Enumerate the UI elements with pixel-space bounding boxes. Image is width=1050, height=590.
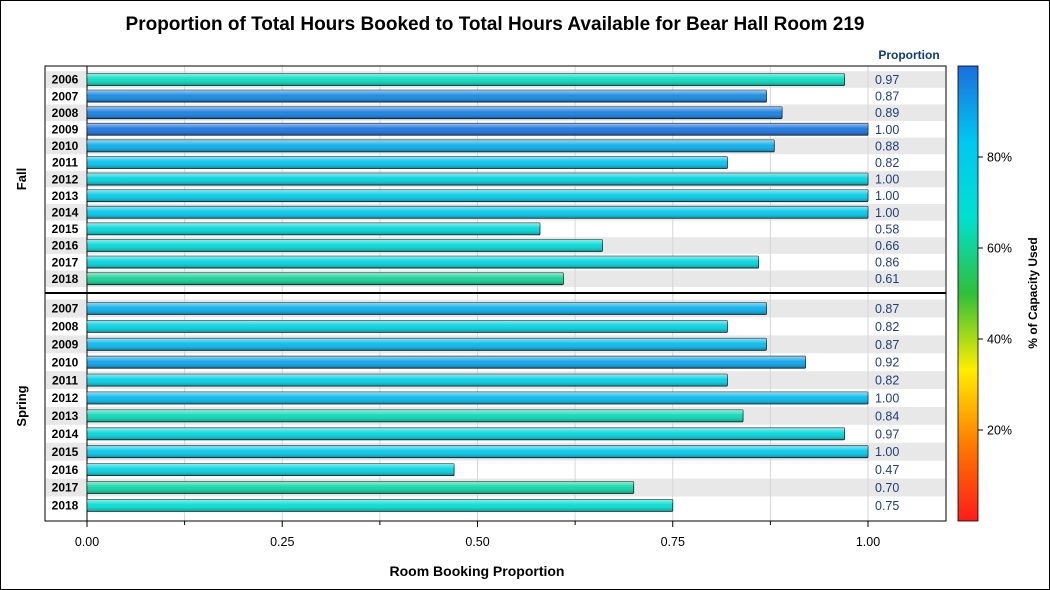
bar-shading (87, 222, 540, 235)
panel-title: Fall (14, 168, 29, 190)
bar-shading (87, 156, 728, 169)
value-label: 0.89 (875, 106, 899, 120)
bar-shading (87, 256, 759, 269)
bar-shading (87, 272, 564, 285)
year-tick-label: 2017 (52, 481, 79, 495)
x-tick-label: 0.25 (270, 535, 294, 549)
x-tick-label: 0.75 (661, 535, 685, 549)
year-tick-label: 2011 (52, 373, 78, 387)
year-tick-label: 2015 (52, 222, 79, 236)
value-label: 0.61 (875, 272, 899, 286)
value-label: 0.87 (875, 90, 899, 104)
value-label: 0.82 (875, 156, 899, 170)
bar-shading (87, 206, 868, 219)
year-tick-label: 2008 (52, 320, 79, 334)
bar-shading (87, 499, 673, 512)
bar-shading (87, 106, 783, 119)
bar-shading (87, 139, 775, 152)
year-tick-label: 2015 (52, 445, 79, 459)
colorbar-legend: 20% 40% 60% 80% % of Capacity Used (957, 65, 1040, 522)
value-label: 1.00 (875, 173, 899, 187)
bar-shading (87, 239, 603, 252)
bar-shading (87, 189, 868, 202)
x-tick-label: 0.00 (75, 535, 99, 549)
x-axis: 0.00 0.25 0.50 0.75 1.00 (75, 521, 880, 549)
bar-shading (87, 427, 845, 440)
value-label: 0.82 (875, 374, 899, 388)
bar-shading (87, 73, 845, 86)
value-label: 0.97 (875, 427, 899, 441)
value-label: 0.87 (875, 302, 899, 316)
year-tick-label: 2008 (52, 106, 79, 120)
year-tick-label: 2013 (52, 189, 79, 203)
value-label: 0.58 (875, 222, 899, 236)
colorbar-ticks: 20% 40% 60% 80% (978, 151, 1012, 438)
value-label: 0.86 (875, 256, 899, 270)
panel-titles: Fall Spring (14, 168, 29, 427)
value-label: 0.70 (875, 481, 899, 495)
value-label: 1.00 (875, 123, 899, 137)
value-label: 0.47 (875, 463, 899, 477)
value-label: 0.87 (875, 338, 899, 352)
bar-shading (87, 463, 455, 476)
year-tick-label: 2009 (52, 123, 79, 137)
bars (86, 73, 869, 512)
year-tick-label: 2018 (52, 499, 79, 513)
year-tick-label: 2007 (52, 302, 79, 316)
year-tick-label: 2010 (52, 355, 79, 369)
bar-shading (87, 409, 744, 422)
x-axis-title: Room Booking Proportion (390, 563, 565, 579)
year-tick-label: 2006 (52, 73, 79, 87)
year-tick-label: 2018 (52, 272, 79, 286)
bar-shading (87, 356, 806, 369)
bar-shading (87, 445, 868, 458)
row-labels: 2006 0.97 2007 0.87 2008 0.89 2009 1.00 2010 0.88… (52, 73, 900, 513)
value-label: 1.00 (875, 392, 899, 406)
colorbar-tick-label: 80% (987, 151, 1012, 165)
year-tick-label: 2013 (52, 409, 79, 423)
value-label: 0.92 (875, 356, 899, 370)
bar-shading (87, 338, 767, 351)
panel-title: Spring (14, 385, 29, 426)
bar-shading (87, 392, 868, 404)
bar-shading (87, 302, 767, 315)
value-label: 0.88 (875, 139, 899, 153)
colorbar-tick-label: 40% (987, 333, 1012, 347)
bar-shading (87, 481, 634, 494)
value-label: 0.84 (875, 409, 899, 423)
x-tick-label: 1.00 (856, 535, 880, 549)
bar-shading (87, 320, 728, 333)
colorbar-tick-label: 60% (987, 242, 1012, 256)
value-column-header: Proportion (878, 48, 939, 62)
bar-shading (87, 90, 767, 103)
year-tick-label: 2012 (52, 391, 79, 405)
value-label: 0.82 (875, 320, 899, 334)
year-tick-label: 2014 (52, 206, 79, 220)
year-tick-label: 2007 (52, 89, 79, 103)
value-label: 0.97 (875, 73, 899, 87)
bar-shading (87, 374, 728, 387)
year-tick-label: 2016 (52, 463, 79, 477)
value-label: 1.00 (875, 445, 899, 459)
year-tick-label: 2014 (52, 427, 79, 441)
bar-shading (87, 123, 868, 136)
colorbar-title: % of Capacity Used (1026, 237, 1040, 348)
colorbar-tick-label: 20% (987, 424, 1012, 438)
year-tick-label: 2010 (52, 139, 79, 153)
bar-shading (87, 173, 868, 186)
year-tick-label: 2016 (52, 239, 79, 253)
x-tick-label: 0.50 (465, 535, 489, 549)
value-label: 1.00 (875, 206, 899, 220)
year-tick-label: 2012 (52, 172, 79, 186)
year-tick-label: 2017 (52, 255, 79, 269)
value-label: 1.00 (875, 189, 899, 203)
value-label: 0.75 (875, 499, 899, 513)
year-tick-label: 2011 (52, 156, 78, 170)
colorbar-gradient (957, 65, 979, 522)
value-label: 0.66 (875, 239, 899, 253)
chart-title: Proportion of Total Hours Booked to Tota… (126, 14, 865, 35)
year-tick-label: 2009 (52, 338, 79, 352)
